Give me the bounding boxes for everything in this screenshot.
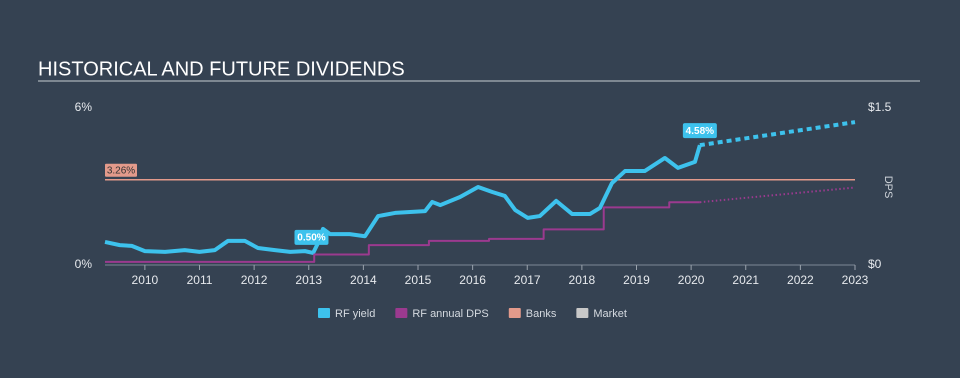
x-tick-label: 2023 xyxy=(842,273,869,287)
x-tick-label: 2020 xyxy=(678,273,705,287)
y2-tick-label: $0 xyxy=(868,257,882,271)
x-tick-label: 2022 xyxy=(787,273,814,287)
chart-title: HISTORICAL AND FUTURE DIVIDENDS xyxy=(38,58,405,80)
annotation: 0.50% xyxy=(294,229,329,245)
x-tick-label: 2010 xyxy=(132,273,159,287)
legend-item: RF annual DPS xyxy=(395,308,489,320)
x-tick-label: 2021 xyxy=(732,273,759,287)
legend-item: Market xyxy=(576,308,627,320)
legend-label: Banks xyxy=(526,308,557,320)
reference-label-text: 3.26% xyxy=(107,165,135,176)
x-tick-label: 2017 xyxy=(514,273,541,287)
y2-tick-label: $1.5 xyxy=(868,100,892,114)
x-tick-label: 2012 xyxy=(241,273,268,287)
annotation: 4.58% xyxy=(682,123,717,139)
legend-label: RF annual DPS xyxy=(412,308,488,320)
annotation-box xyxy=(682,123,717,139)
reference-label-box xyxy=(105,163,137,177)
reference-label: 3.26% xyxy=(105,163,137,177)
forecast-line xyxy=(699,120,856,148)
legend-swatch xyxy=(508,308,521,318)
x-tick-label: 2011 xyxy=(187,273,213,287)
y-tick-label: 6% xyxy=(75,100,93,114)
x-tick-label: 2019 xyxy=(623,273,650,287)
legend-swatch xyxy=(576,308,589,318)
y-tick-label: 0% xyxy=(75,257,93,271)
series-line xyxy=(105,201,700,263)
y2-axis-label: DPS xyxy=(882,176,894,199)
series-line xyxy=(104,144,702,255)
legend-swatch xyxy=(395,308,408,318)
legend-label: RF yield xyxy=(335,308,375,320)
x-tick-label: 2015 xyxy=(405,273,432,287)
annotation-text: 4.58% xyxy=(686,126,714,137)
x-tick-label: 2018 xyxy=(569,273,596,287)
annotation-text: 0.50% xyxy=(297,233,325,244)
legend-label: Market xyxy=(593,308,627,320)
x-tick-label: 2014 xyxy=(350,273,377,287)
x-tick-label: 2013 xyxy=(295,273,322,287)
x-tick-label: 2016 xyxy=(459,273,486,287)
annotation-box xyxy=(294,229,329,245)
legend-swatch xyxy=(318,308,330,318)
legend-item: RF yield xyxy=(318,308,375,320)
legend-item: Banks xyxy=(508,308,557,320)
